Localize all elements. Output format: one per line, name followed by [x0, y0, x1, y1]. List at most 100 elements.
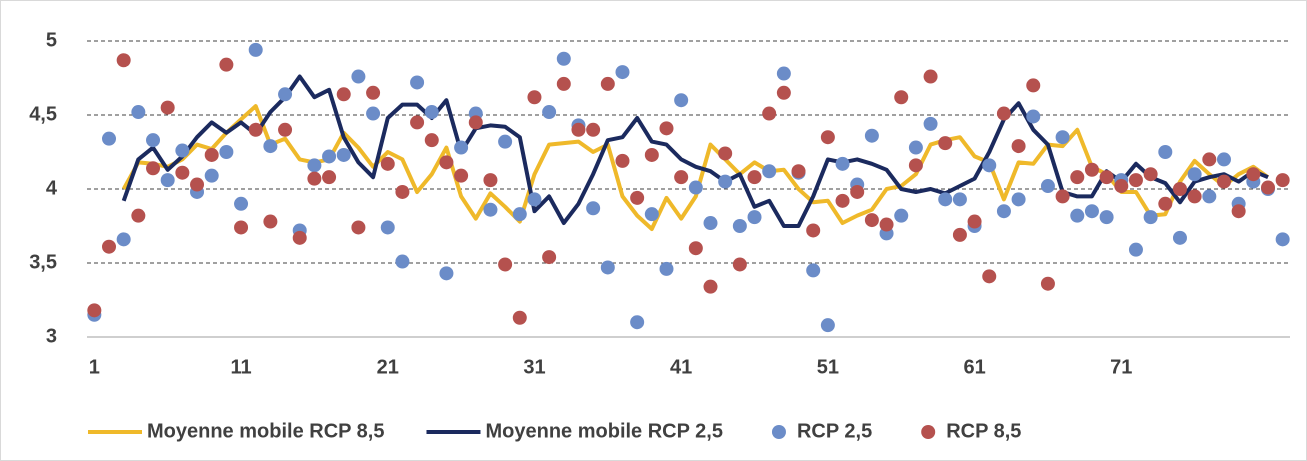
data-point — [87, 303, 102, 318]
data-point — [600, 76, 615, 91]
data-point — [498, 257, 513, 272]
data-point — [454, 168, 469, 183]
data-point — [498, 134, 513, 149]
data-point — [571, 122, 586, 137]
data-point — [644, 147, 659, 162]
data-point — [395, 254, 410, 269]
data-point — [820, 318, 835, 333]
data-point — [439, 155, 454, 170]
data-point — [1275, 232, 1290, 247]
data-point — [1128, 173, 1143, 188]
data-point — [366, 106, 381, 121]
data-point — [630, 190, 645, 205]
data-point — [1011, 192, 1026, 207]
data-point — [102, 131, 117, 146]
y-tick-label: 3,5 — [29, 251, 57, 273]
data-point — [322, 170, 337, 185]
data-point — [131, 208, 146, 223]
data-point — [806, 263, 821, 278]
data-point — [1128, 242, 1143, 257]
data-point — [527, 192, 542, 207]
data-point — [556, 76, 571, 91]
legend-label: RCP 8,5 — [946, 420, 1021, 442]
data-point — [146, 133, 161, 148]
data-point — [424, 133, 439, 148]
data-point — [336, 147, 351, 162]
series-line — [121, 74, 1269, 228]
data-point — [747, 170, 762, 185]
data-point — [894, 208, 909, 223]
x-tick-label: 1 — [89, 356, 100, 378]
data-point — [1099, 210, 1114, 225]
data-point — [1202, 189, 1217, 204]
data-point — [1011, 139, 1026, 154]
x-tick-label: 41 — [670, 356, 692, 378]
data-point — [747, 210, 762, 225]
data-point — [351, 220, 366, 235]
data-point — [307, 158, 322, 173]
data-point — [1275, 173, 1290, 188]
data-point — [380, 220, 395, 235]
data-point — [1187, 189, 1202, 204]
data-point — [468, 115, 483, 130]
data-point — [776, 66, 791, 81]
data-point — [630, 315, 645, 330]
data-point — [1026, 78, 1041, 93]
data-point — [1040, 276, 1055, 291]
data-point — [102, 239, 117, 254]
data-point — [952, 227, 967, 242]
data-point — [292, 230, 307, 245]
data-point — [1187, 167, 1202, 182]
data-point — [175, 165, 190, 180]
y-tick-label: 4 — [46, 177, 58, 199]
data-point — [967, 214, 982, 229]
legend-label: Moyenne mobile RCP 8,5 — [147, 420, 384, 442]
data-point — [835, 193, 850, 208]
y-tick-label: 5 — [46, 29, 57, 51]
data-point — [762, 106, 777, 121]
data-point — [996, 106, 1011, 121]
data-point — [1143, 167, 1158, 182]
data-point — [835, 156, 850, 171]
data-point — [806, 223, 821, 238]
data-point — [908, 158, 923, 173]
data-point — [234, 196, 249, 211]
data-point — [483, 202, 498, 217]
legend-swatch — [921, 425, 936, 439]
data-point — [659, 261, 674, 276]
data-point — [938, 192, 953, 207]
data-point — [1070, 170, 1085, 185]
data-point — [864, 128, 879, 143]
data-point — [791, 164, 806, 179]
data-point — [1216, 174, 1231, 189]
data-point — [116, 232, 131, 247]
data-point — [732, 257, 747, 272]
data-point — [424, 105, 439, 120]
data-point — [732, 219, 747, 233]
data-point — [527, 90, 542, 105]
data-point — [1055, 130, 1070, 145]
data-point — [263, 139, 278, 154]
data-point — [703, 279, 718, 294]
data-point — [982, 269, 997, 284]
data-point — [219, 145, 234, 159]
data-point — [688, 241, 703, 256]
data-point — [116, 53, 131, 68]
data-point — [1158, 196, 1173, 211]
data-point — [644, 207, 659, 222]
legend-swatch — [771, 425, 786, 439]
data-point — [1143, 210, 1158, 225]
x-tick-label: 61 — [963, 356, 985, 378]
data-point — [1231, 204, 1246, 219]
data-point — [1172, 182, 1187, 196]
data-point — [556, 51, 571, 66]
data-point — [366, 85, 381, 100]
data-point — [615, 65, 630, 80]
data-point — [850, 184, 865, 199]
data-point — [1172, 230, 1187, 245]
data-point — [160, 100, 175, 115]
data-point — [248, 122, 263, 137]
data-point — [454, 140, 469, 155]
